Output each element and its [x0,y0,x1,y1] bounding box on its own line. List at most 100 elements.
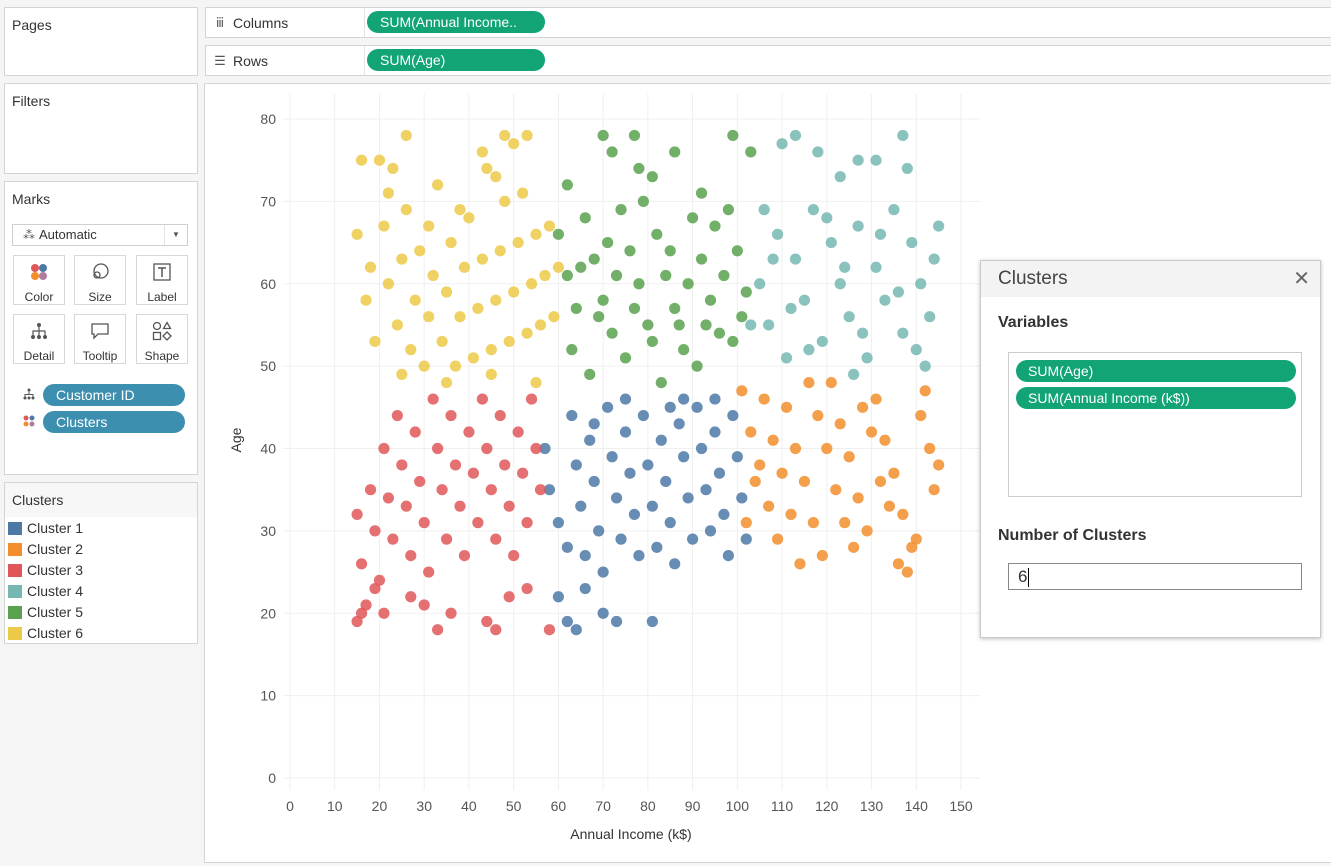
data-point[interactable] [789,253,802,265]
data-point[interactable] [530,442,542,455]
detail-button[interactable]: Detail [13,314,65,364]
data-point[interactable] [454,311,466,323]
data-point[interactable] [606,451,618,463]
data-point[interactable] [414,245,426,257]
data-point[interactable] [825,377,837,389]
data-point[interactable] [722,204,734,216]
data-point[interactable] [736,311,748,323]
data-point[interactable] [691,401,703,413]
data-point[interactable] [387,162,399,175]
data-point[interactable] [794,558,806,570]
data-point[interactable] [843,311,855,323]
data-point[interactable] [830,484,842,496]
data-point[interactable] [418,517,430,529]
data-point[interactable] [655,377,667,389]
data-point[interactable] [848,368,860,380]
data-point[interactable] [543,484,556,496]
data-point[interactable] [400,500,412,512]
data-point[interactable] [396,253,408,265]
data-point[interactable] [561,179,573,191]
data-point[interactable] [615,204,627,216]
data-point[interactable] [660,475,672,488]
data-point[interactable] [378,607,390,619]
data-point[interactable] [861,352,873,364]
data-point[interactable] [816,335,828,348]
data-point[interactable] [700,319,712,331]
data-point[interactable] [481,162,493,175]
data-point[interactable] [798,294,811,306]
data-point[interactable] [512,236,524,249]
data-point[interactable] [628,508,641,520]
data-point[interactable] [409,294,421,306]
data-point[interactable] [749,475,761,488]
data-point[interactable] [364,261,377,273]
data-point[interactable] [427,269,439,282]
data-point[interactable] [803,344,815,356]
data-point[interactable] [789,129,802,142]
data-point[interactable] [597,566,609,578]
data-point[interactable] [646,171,658,183]
data-point[interactable] [695,187,708,199]
data-point[interactable] [664,401,676,413]
data-point[interactable] [494,409,506,422]
data-point[interactable] [619,393,632,405]
data-point[interactable] [718,269,730,282]
data-point[interactable] [391,319,403,331]
data-point[interactable] [745,146,757,158]
data-point[interactable] [843,451,855,463]
data-point[interactable] [521,517,533,529]
data-point[interactable] [834,418,846,430]
data-point[interactable] [763,319,775,331]
data-point[interactable] [754,459,766,471]
data-point[interactable] [727,335,739,348]
data-point[interactable] [852,492,864,504]
data-point[interactable] [722,549,734,562]
data-point[interactable] [924,311,936,323]
data-point[interactable] [785,302,797,315]
shape-button[interactable]: Shape [136,314,188,364]
data-point[interactable] [736,385,748,397]
data-point[interactable] [351,228,363,240]
data-point[interactable] [879,434,891,446]
data-point[interactable] [633,549,645,562]
data-point[interactable] [570,459,582,471]
data-point[interactable] [503,335,515,348]
data-point[interactable] [508,286,520,298]
variable-pill-age[interactable]: SUM(Age) [1016,360,1296,382]
data-point[interactable] [458,261,471,273]
data-point[interactable] [767,434,779,446]
data-point[interactable] [423,311,435,323]
data-point[interactable] [754,278,766,290]
data-point[interactable] [606,146,618,158]
data-point[interactable] [454,204,466,216]
data-point[interactable] [432,179,444,191]
data-point[interactable] [472,302,484,315]
data-point[interactable] [888,204,900,216]
data-point[interactable] [691,360,703,372]
data-point[interactable] [839,261,851,273]
data-point[interactable] [530,228,542,240]
data-point[interactable] [499,129,511,142]
data-point[interactable] [924,442,936,455]
data-point[interactable] [490,294,502,306]
data-point[interactable] [423,220,435,232]
data-point[interactable] [378,220,390,232]
data-point[interactable] [709,393,721,405]
data-point[interactable] [418,360,430,372]
data-point[interactable] [588,253,600,265]
data-point[interactable] [888,467,900,479]
data-point[interactable] [449,459,462,471]
data-point[interactable] [789,442,802,455]
customer-id-pill[interactable]: Customer ID [43,384,185,406]
data-point[interactable] [445,409,457,422]
data-point[interactable] [355,607,368,619]
data-point[interactable] [467,352,480,364]
data-point[interactable] [561,269,573,282]
data-point[interactable] [915,409,927,422]
data-point[interactable] [812,146,824,158]
data-point[interactable] [445,607,457,619]
data-point[interactable] [499,195,511,207]
data-point[interactable] [776,138,788,150]
data-point[interactable] [897,327,909,339]
data-point[interactable] [704,294,717,306]
